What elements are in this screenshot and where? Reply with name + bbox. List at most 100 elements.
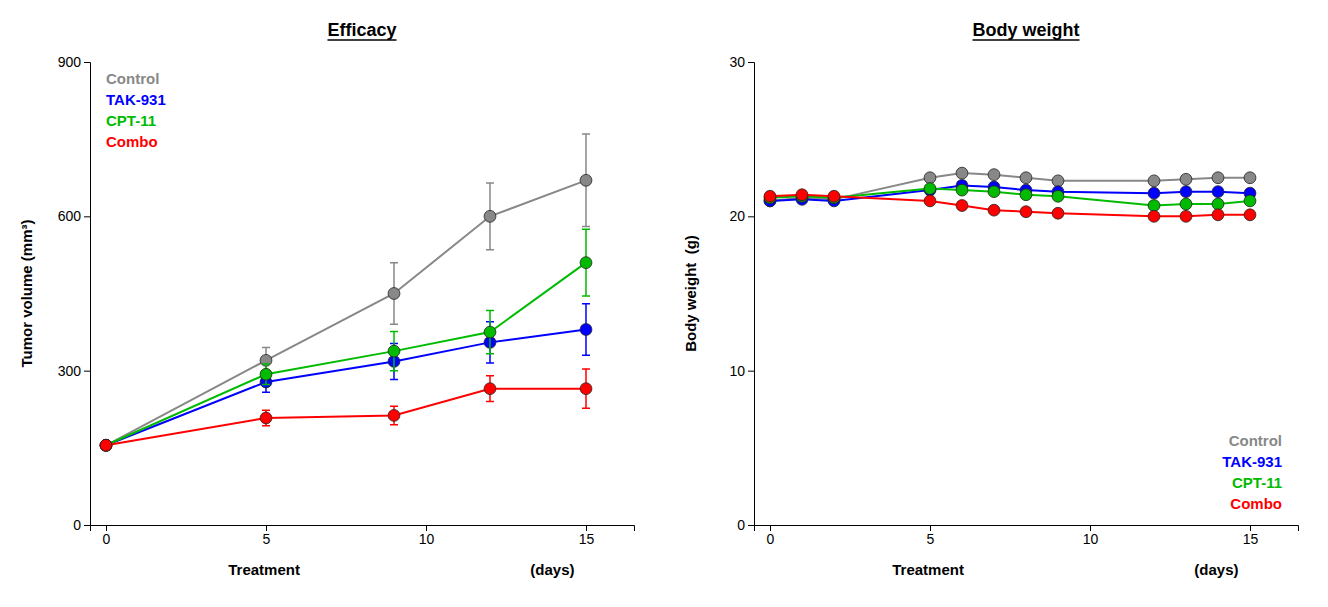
point-marker	[956, 167, 968, 179]
point-marker	[484, 210, 496, 222]
x-tick: 5	[927, 525, 935, 547]
point-marker	[260, 368, 272, 380]
point-marker	[764, 190, 776, 202]
point-marker	[796, 189, 808, 201]
point-marker	[100, 439, 112, 451]
series	[100, 134, 592, 451]
legend: ControlTAK-931CPT-11Combo	[106, 70, 166, 150]
chart-canvas: 0510150300600900EfficacyTumor volume (mm…	[0, 0, 1328, 607]
x-tick-label: 0	[767, 531, 775, 547]
y-tick-label: 0	[73, 517, 81, 533]
point-marker	[1244, 172, 1256, 184]
series	[100, 229, 592, 451]
y-tick: 20	[729, 208, 754, 224]
x-tick: 5	[263, 525, 271, 547]
x-tick-label: 5	[927, 531, 935, 547]
y-tick: 0	[737, 517, 754, 533]
chart-title: Efficacy	[327, 20, 396, 40]
x-axis-line	[91, 526, 635, 532]
legend-entry: Combo	[1230, 495, 1282, 512]
x-axis-title: (days)	[530, 561, 574, 578]
point-marker	[484, 326, 496, 338]
x-tick-label: 15	[1243, 531, 1259, 547]
series	[764, 189, 1256, 222]
point-marker	[1244, 209, 1256, 221]
x-tick-label: 10	[1083, 531, 1099, 547]
x-axis-title: (days)	[1194, 561, 1238, 578]
legend: ControlTAK-931CPT-11Combo	[1222, 432, 1282, 512]
y-tick-mark	[84, 525, 90, 526]
y-tick-mark	[84, 216, 90, 217]
point-marker	[1020, 189, 1032, 201]
plot-marks	[100, 134, 592, 451]
x-axis: 0 5 10 15	[755, 525, 1299, 547]
plot-area	[764, 167, 1256, 222]
point-marker	[956, 184, 968, 196]
y-axis: 0 10 20 30	[729, 54, 754, 533]
point-marker	[1180, 173, 1192, 185]
y-axis-title: Tumor volume (mm³)	[18, 219, 35, 367]
point-marker	[1180, 198, 1192, 210]
series-line	[106, 330, 586, 446]
chart-title: Body weight	[973, 20, 1080, 40]
x-tick: 10	[1083, 525, 1099, 547]
point-marker	[1212, 172, 1224, 184]
point-marker	[1180, 210, 1192, 222]
y-tick: 30	[729, 54, 754, 70]
x-tick: 15	[1243, 525, 1259, 547]
plot-marks	[764, 167, 1256, 222]
point-marker	[388, 410, 400, 422]
point-marker	[100, 439, 112, 451]
y-tick: 300	[58, 363, 90, 379]
point-marker	[1052, 207, 1064, 219]
point-marker	[1148, 210, 1160, 222]
y-axis-line	[748, 63, 755, 526]
y-tick-label: 20	[729, 208, 745, 224]
y-tick: 900	[58, 54, 90, 70]
point-marker	[1180, 186, 1192, 198]
point-marker	[1148, 200, 1160, 212]
x-tick: 0	[103, 525, 111, 547]
x-tick: 0	[767, 525, 775, 547]
legend-entry: Control	[1229, 432, 1282, 449]
point-marker	[1052, 190, 1064, 202]
legend-entry: Control	[106, 70, 159, 87]
point-marker	[988, 186, 1000, 198]
point-marker	[100, 439, 112, 451]
legend-entry: Combo	[106, 133, 158, 150]
title-underline	[327, 39, 396, 41]
point-marker	[1212, 209, 1224, 221]
y-tick-mark	[84, 62, 90, 63]
y-tick-mark	[748, 371, 754, 372]
x-tick-label: 15	[579, 531, 595, 547]
point-marker	[924, 195, 936, 207]
plot-area	[100, 134, 592, 451]
y-tick-label: 30	[729, 54, 745, 70]
point-marker	[1212, 186, 1224, 198]
point-marker	[924, 172, 936, 184]
point-marker	[956, 200, 968, 212]
point-marker	[1212, 198, 1224, 210]
point-marker	[580, 324, 592, 336]
series-line	[106, 180, 586, 445]
point-marker	[260, 412, 272, 424]
y-tick: 10	[729, 363, 754, 379]
series-line	[770, 195, 1250, 217]
point-marker	[1052, 175, 1064, 187]
y-tick-label: 0	[737, 517, 745, 533]
point-marker	[580, 174, 592, 186]
series	[100, 304, 592, 451]
panel: 0510150102030Body weightBody weight (g)T…	[682, 20, 1299, 578]
y-tick-label: 300	[58, 363, 82, 379]
series-line	[106, 389, 586, 446]
legend-entry: TAK-931	[1222, 453, 1282, 470]
x-tick-label: 10	[419, 531, 435, 547]
y-tick-label: 10	[729, 363, 745, 379]
point-marker	[988, 204, 1000, 216]
point-marker	[1148, 187, 1160, 199]
legend-entry: CPT-11	[106, 112, 156, 129]
series	[100, 369, 592, 451]
y-axis-line	[84, 63, 91, 526]
point-marker	[1244, 195, 1256, 207]
y-tick: 600	[58, 208, 90, 224]
